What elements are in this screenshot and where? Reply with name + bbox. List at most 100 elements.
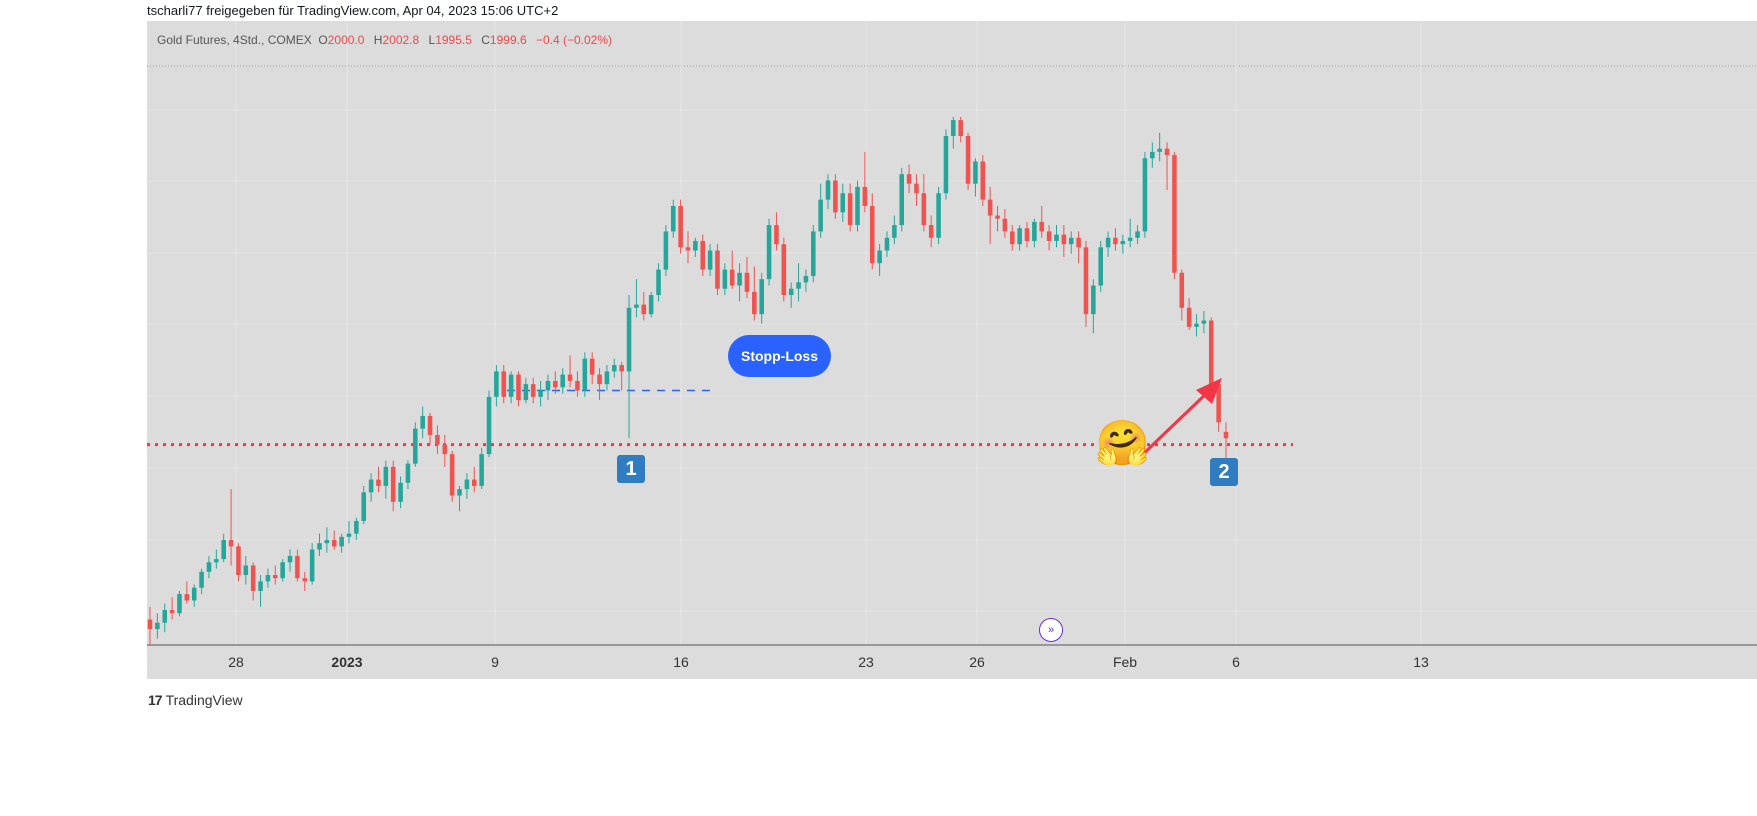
candle xyxy=(1113,228,1118,251)
badge-1[interactable]: 1 xyxy=(617,455,645,483)
candle xyxy=(722,263,728,296)
candle xyxy=(449,450,455,502)
candle-body xyxy=(545,380,551,391)
hugging-face-icon[interactable]: 🤗 xyxy=(1095,419,1150,468)
candle-body xyxy=(435,435,440,445)
candle-body xyxy=(390,466,396,502)
candle xyxy=(339,533,344,553)
candle xyxy=(265,568,271,588)
candle xyxy=(884,231,890,257)
candle xyxy=(685,231,691,264)
candle-body xyxy=(457,489,462,496)
candle-body xyxy=(840,193,846,213)
candle xyxy=(1032,218,1037,248)
candle-body xyxy=(766,225,772,280)
candle-body xyxy=(464,479,470,490)
candle xyxy=(273,565,278,585)
candle xyxy=(1046,225,1052,251)
candle-body xyxy=(1120,240,1126,245)
candle-body xyxy=(589,358,595,375)
candle xyxy=(855,180,860,232)
candle xyxy=(258,575,263,607)
candle-body xyxy=(368,479,374,493)
x-tick-label: Feb xyxy=(1113,654,1137,670)
candle xyxy=(523,377,529,404)
candle xyxy=(383,460,389,499)
badge-2[interactable]: 2 xyxy=(1210,458,1238,486)
candle xyxy=(1091,279,1096,334)
candle-body xyxy=(612,365,617,372)
candle-body xyxy=(619,365,624,372)
candle xyxy=(1017,225,1022,251)
candle-body xyxy=(420,415,425,429)
candle-body xyxy=(781,244,787,296)
candle-body xyxy=(250,565,256,591)
candle-body xyxy=(715,250,720,289)
stopp-loss-label[interactable]: Stopp-Loss xyxy=(728,335,831,377)
candle xyxy=(214,549,219,569)
candle-body xyxy=(1113,237,1118,245)
candle xyxy=(435,425,440,455)
candle-body xyxy=(199,571,204,588)
goto-realtime-icon[interactable]: » xyxy=(1039,618,1063,642)
candle-body xyxy=(825,180,831,200)
candle-body xyxy=(1179,272,1185,308)
candle xyxy=(1024,221,1030,248)
candle-body xyxy=(862,186,868,206)
candle-body xyxy=(788,288,794,296)
candle-body xyxy=(847,193,853,226)
candle xyxy=(729,250,735,289)
candle-body xyxy=(877,250,882,264)
gridlines xyxy=(147,21,1757,679)
candle xyxy=(376,466,381,493)
candle xyxy=(155,613,160,639)
candle xyxy=(1009,225,1015,251)
candle-body xyxy=(604,371,610,385)
candle-body xyxy=(1164,148,1170,156)
candle-body xyxy=(641,304,647,315)
candle-body xyxy=(1216,384,1221,423)
candle xyxy=(589,352,595,385)
candle-body xyxy=(530,384,536,397)
x-tick-label: 2023 xyxy=(331,654,362,670)
candle-body xyxy=(921,193,927,226)
candle xyxy=(1179,269,1185,321)
candle xyxy=(803,269,809,292)
tradingview-logo-icon: 17 xyxy=(148,692,163,708)
candle xyxy=(1105,231,1111,257)
candle-body xyxy=(1017,228,1022,245)
candle xyxy=(1127,218,1133,248)
candle-body xyxy=(648,295,654,315)
candle xyxy=(295,549,300,582)
candle xyxy=(995,205,1000,232)
candle-body xyxy=(501,371,507,397)
candle-body xyxy=(928,225,934,238)
candle-body xyxy=(737,272,742,286)
candle-body xyxy=(317,543,322,550)
candle-body xyxy=(243,565,249,576)
candle xyxy=(928,215,934,248)
candle-body xyxy=(560,374,565,388)
candle-body xyxy=(206,562,212,572)
x-tick-label: 13 xyxy=(1413,654,1429,670)
candle-body xyxy=(516,374,521,401)
x-axis: 28 2023 9 16 23 26 Feb 6 13 xyxy=(228,654,1429,670)
candle xyxy=(906,164,912,194)
candle xyxy=(847,183,853,232)
candle xyxy=(287,549,293,572)
candle xyxy=(420,406,425,439)
candle xyxy=(1068,231,1074,254)
x-tick-label: 6 xyxy=(1232,654,1240,670)
candle-body xyxy=(1061,234,1067,245)
low-key: L xyxy=(428,33,436,47)
candle xyxy=(634,279,639,318)
candle xyxy=(162,603,168,633)
candle-body xyxy=(1208,320,1214,385)
candle-body xyxy=(884,237,890,251)
candle xyxy=(575,371,580,397)
candle-body xyxy=(228,540,234,547)
x-tick-label: 9 xyxy=(491,654,499,670)
candle xyxy=(346,520,352,544)
tradingview-brand: 17 TradingView xyxy=(148,692,243,708)
